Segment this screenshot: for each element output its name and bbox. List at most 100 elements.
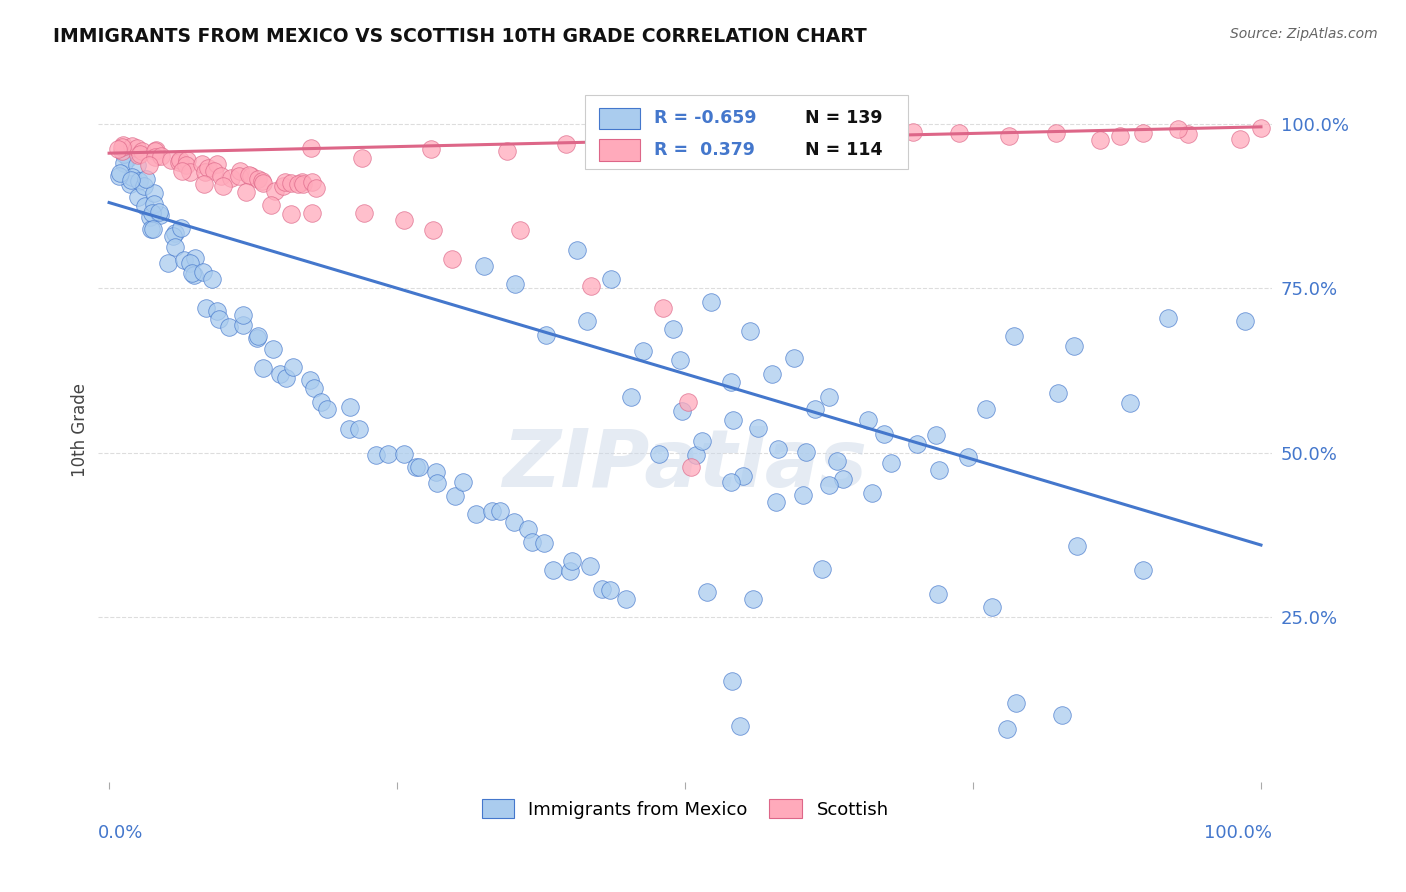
Point [599, 582, 621, 597]
Point [201, 271, 224, 285]
Point [245, 331, 267, 345]
Point [1167, 122, 1189, 136]
Point [575, 314, 598, 328]
Point [134, 199, 156, 213]
Point [197, 161, 219, 175]
Point [173, 253, 195, 268]
Point [193, 177, 215, 191]
Point [948, 126, 970, 140]
Bar [599, 139, 640, 161]
Point [235, 185, 257, 199]
Point [111, 137, 134, 152]
Point [565, 243, 588, 257]
Point [614, 592, 637, 607]
Point [880, 456, 903, 470]
Text: R =  0.379: R = 0.379 [654, 141, 755, 159]
Point [301, 141, 323, 155]
Point [408, 460, 430, 475]
Point [238, 168, 260, 182]
Point [274, 371, 297, 385]
Point [747, 421, 769, 435]
Point [517, 522, 540, 536]
Point [761, 368, 783, 382]
Point [121, 138, 143, 153]
Point [339, 422, 361, 436]
Point [247, 329, 270, 343]
Point [209, 169, 232, 184]
Point [1157, 310, 1180, 325]
Point [696, 585, 718, 599]
Point [860, 485, 883, 500]
Point [1045, 126, 1067, 140]
Point [676, 395, 699, 409]
Point [927, 587, 949, 601]
Text: Source: ZipAtlas.com: Source: ZipAtlas.com [1230, 27, 1378, 41]
Point [364, 448, 387, 462]
Point [591, 582, 613, 596]
Point [794, 445, 817, 459]
Point [721, 140, 744, 154]
Point [111, 140, 134, 154]
Point [578, 559, 600, 574]
Point [132, 178, 155, 193]
Point [690, 434, 713, 449]
Point [163, 227, 186, 241]
Point [766, 442, 789, 457]
Point [118, 177, 141, 191]
Point [631, 344, 654, 359]
Point [868, 129, 890, 144]
Point [174, 158, 197, 172]
Text: N = 139: N = 139 [804, 110, 883, 128]
Point [208, 312, 231, 326]
Point [669, 352, 692, 367]
Point [250, 173, 273, 187]
Point [1063, 339, 1085, 353]
Point [339, 401, 361, 415]
Point [353, 206, 375, 220]
Point [956, 450, 979, 464]
Point [648, 447, 671, 461]
Point [925, 428, 948, 442]
Point [143, 197, 166, 211]
Point [742, 591, 765, 606]
Point [700, 295, 723, 310]
Point [167, 154, 190, 169]
Text: 100.0%: 100.0% [1205, 824, 1272, 842]
Y-axis label: 10th Grade: 10th Grade [72, 383, 89, 477]
Point [162, 229, 184, 244]
Point [159, 153, 181, 167]
Point [721, 413, 744, 427]
Point [831, 472, 853, 486]
Point [125, 141, 148, 155]
Point [392, 213, 415, 227]
Point [172, 163, 194, 178]
Point [301, 206, 323, 220]
Point [205, 303, 228, 318]
Point [228, 169, 250, 184]
Point [205, 157, 228, 171]
Point [263, 184, 285, 198]
Point [280, 207, 302, 221]
Point [170, 220, 193, 235]
Point [142, 186, 165, 201]
Point [304, 380, 326, 394]
Point [219, 171, 242, 186]
Point [129, 146, 152, 161]
Point [533, 536, 555, 550]
Point [212, 179, 235, 194]
Point [1132, 563, 1154, 577]
Point [1234, 314, 1257, 328]
Point [811, 562, 834, 576]
Point [291, 175, 314, 189]
Point [183, 268, 205, 282]
Point [165, 240, 187, 254]
Point [652, 301, 675, 315]
Point [229, 164, 252, 178]
Point [600, 140, 623, 154]
Point [503, 277, 526, 292]
Point [1005, 696, 1028, 710]
Point [260, 198, 283, 212]
Point [316, 402, 339, 417]
Point [145, 144, 167, 158]
Point [426, 475, 449, 490]
